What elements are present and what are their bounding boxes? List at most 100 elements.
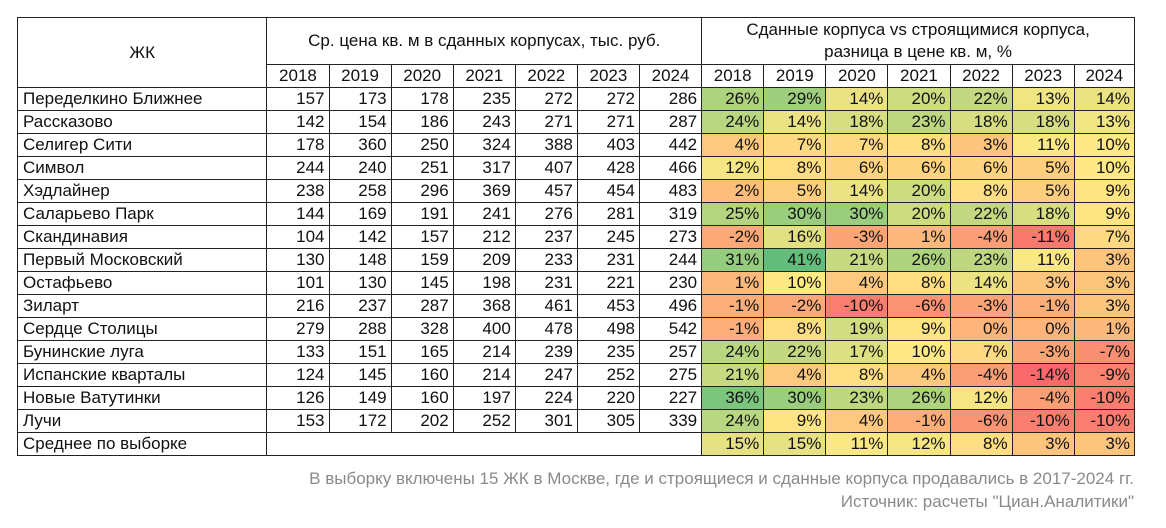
diff-cell: -10% <box>1073 386 1136 410</box>
table-row: Рассказово 142 154 186 243 271 271 287 24% 14% 18%… <box>16 110 1136 134</box>
price-cell: 281 <box>576 202 640 226</box>
sample-note: В выборку включены 15 ЖК в Москве, где и… <box>309 469 1134 488</box>
price-cell: 148 <box>328 248 392 272</box>
diff-cell: 3% <box>949 133 1013 157</box>
price-cell: 400 <box>452 317 516 341</box>
diff-cell: 5% <box>1011 156 1075 180</box>
diff-cell: -10% <box>1073 409 1136 433</box>
price-cell: 319 <box>638 202 703 226</box>
price-cell: 478 <box>514 317 578 341</box>
price-cell: 126 <box>266 386 330 410</box>
diff-cell: 21% <box>701 363 765 387</box>
price-cell: 230 <box>638 271 703 295</box>
price-year-header: 2024 <box>638 64 703 88</box>
price-cell: 212 <box>452 225 516 249</box>
diff-cell: 1% <box>887 225 951 249</box>
diff-cell: 23% <box>825 386 889 410</box>
table-body: Переделкино Ближнее 157 173 178 235 272 272 286… <box>16 87 1136 456</box>
price-cell: 496 <box>638 294 703 318</box>
diff-cell: 9% <box>1073 179 1136 203</box>
price-cell: 209 <box>452 248 516 272</box>
diff-cell: 20% <box>887 202 951 226</box>
diff-cell: 36% <box>701 386 765 410</box>
diff-cell: 9% <box>1073 202 1136 226</box>
average-diff-cell: 12% <box>887 432 951 456</box>
diff-cell: 4% <box>825 409 889 433</box>
table-row: Символ 244 240 251 317 407 428 466 12% 8% 6% 6% 6% 5%… <box>16 156 1136 180</box>
price-cell: 142 <box>328 225 392 249</box>
complex-name-cell: Сердце Столицы <box>16 317 268 341</box>
price-cell: 454 <box>576 179 640 203</box>
price-cell: 461 <box>514 294 578 318</box>
price-cell: 145 <box>390 271 454 295</box>
diff-cell: 19% <box>825 317 889 341</box>
diff-cell: 0% <box>1011 317 1075 341</box>
price-cell: 142 <box>266 110 330 134</box>
complex-name-cell: Бунинские луга <box>16 340 268 364</box>
price-cell: 149 <box>328 386 392 410</box>
average-diff-cell: 11% <box>825 432 889 456</box>
diff-cell: 17% <box>825 340 889 364</box>
price-cell: 165 <box>390 340 454 364</box>
diff-cell: 18% <box>825 110 889 134</box>
price-cell: 407 <box>514 156 578 180</box>
diff-year-header: 2021 <box>887 64 951 88</box>
price-year-header: 2018 <box>266 64 330 88</box>
price-group-header: Ср. цена кв. м в сданных корпусах, тыс. … <box>266 17 703 65</box>
price-cell: 159 <box>390 248 454 272</box>
diff-cell: 22% <box>949 87 1013 111</box>
diff-cell: -3% <box>949 294 1013 318</box>
price-cell: 231 <box>514 271 578 295</box>
price-cell: 240 <box>328 156 392 180</box>
diff-cell: -10% <box>825 294 889 318</box>
diff-cell: -6% <box>949 409 1013 433</box>
price-cell: 154 <box>328 110 392 134</box>
price-cell: 233 <box>514 248 578 272</box>
diff-cell: 13% <box>1011 87 1075 111</box>
diff-cell: -3% <box>825 225 889 249</box>
price-cell: 301 <box>514 409 578 433</box>
diff-cell: 1% <box>701 271 765 295</box>
diff-cell: 24% <box>701 110 765 134</box>
price-cell: 368 <box>452 294 516 318</box>
diff-cell: -1% <box>701 294 765 318</box>
diff-cell: 18% <box>1011 202 1075 226</box>
complex-name-cell: Испанские кварталы <box>16 363 268 387</box>
price-comparison-table: ЖК Ср. цена кв. м в сданных корпусах, ты… <box>16 17 1136 456</box>
price-cell: 244 <box>638 248 703 272</box>
price-cell: 130 <box>266 248 330 272</box>
diff-cell: 8% <box>825 363 889 387</box>
price-cell: 216 <box>266 294 330 318</box>
price-cell: 133 <box>266 340 330 364</box>
diff-cell: 3% <box>1073 248 1136 272</box>
price-cell: 144 <box>266 202 330 226</box>
diff-cell: 3% <box>1073 271 1136 295</box>
table-row: Остафьево 101 130 145 198 231 221 230 1% 10% 4% 8% 1… <box>16 271 1136 295</box>
price-cell: 542 <box>638 317 703 341</box>
diff-cell: 20% <box>887 87 951 111</box>
price-cell: 275 <box>638 363 703 387</box>
price-cell: 104 <box>266 225 330 249</box>
diff-cell: -1% <box>887 409 951 433</box>
average-diff-cell: 15% <box>763 432 827 456</box>
diff-cell: 6% <box>887 156 951 180</box>
diff-cell: 4% <box>763 363 827 387</box>
source-note: Источник: расчеты "Циан.Аналитики" <box>840 492 1134 511</box>
diff-year-header: 2024 <box>1073 64 1136 88</box>
price-cell: 227 <box>638 386 703 410</box>
price-cell: 428 <box>576 156 640 180</box>
diff-cell: 29% <box>763 87 827 111</box>
price-cell: 245 <box>576 225 640 249</box>
price-cell: 272 <box>514 87 578 111</box>
average-diff-cell: 3% <box>1011 432 1075 456</box>
price-cell: 296 <box>390 179 454 203</box>
diff-cell: -9% <box>1073 363 1136 387</box>
diff-cell: 4% <box>701 133 765 157</box>
price-cell: 369 <box>452 179 516 203</box>
price-cell: 237 <box>328 294 392 318</box>
diff-cell: 22% <box>763 340 827 364</box>
price-cell: 221 <box>576 271 640 295</box>
diff-cell: 10% <box>763 271 827 295</box>
price-cell: 276 <box>514 202 578 226</box>
diff-cell: 23% <box>887 110 951 134</box>
